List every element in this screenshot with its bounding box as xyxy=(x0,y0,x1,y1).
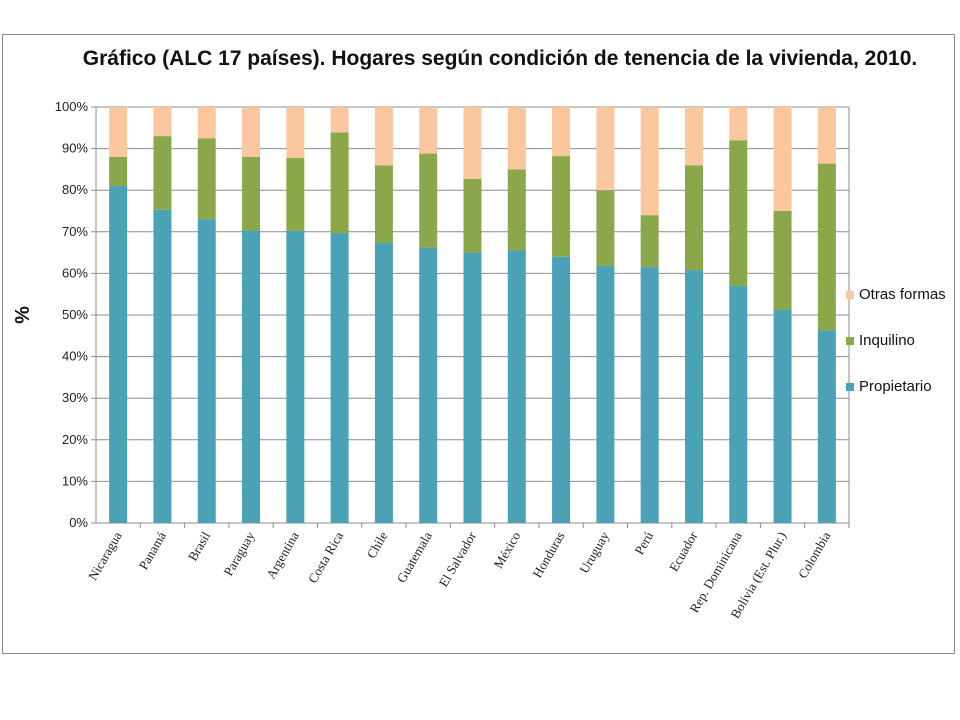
bar-otras-formas xyxy=(419,107,438,154)
bar-propietario xyxy=(684,270,703,523)
bar-propietario xyxy=(330,233,349,523)
bar-otras-formas xyxy=(552,107,571,157)
bar-inquilino xyxy=(374,165,393,244)
bar-propietario xyxy=(153,209,172,523)
bar-propietario xyxy=(374,243,393,524)
x-tick-label: Perú xyxy=(631,529,656,558)
bar-propietario xyxy=(463,252,482,523)
bar-otras-formas xyxy=(729,107,748,141)
x-tick-label: Ecuador xyxy=(666,528,701,574)
y-tick-label: 50% xyxy=(62,307,88,322)
bar-inquilino xyxy=(640,215,659,268)
x-tick-label: Panamá xyxy=(135,529,169,572)
bar-otras-formas xyxy=(817,107,836,164)
bar-propietario xyxy=(729,285,748,523)
bar-inquilino xyxy=(817,163,836,331)
bar-propietario xyxy=(817,330,836,523)
y-tick-label: 30% xyxy=(62,390,88,405)
x-tick-label: Guatemala xyxy=(394,529,435,585)
bar-inquilino xyxy=(330,132,349,234)
bar-propietario xyxy=(596,265,615,523)
bar-inquilino xyxy=(286,157,305,231)
y-tick-label: 20% xyxy=(62,432,88,447)
bar-propietario xyxy=(507,250,526,523)
x-tick-label: México xyxy=(491,529,524,571)
bar-inquilino xyxy=(242,156,261,231)
bar-inquilino xyxy=(684,165,703,271)
bar-otras-formas xyxy=(596,107,615,191)
y-tick-label: 40% xyxy=(62,349,88,364)
bar-otras-formas xyxy=(640,107,659,216)
bar-propietario xyxy=(242,230,261,523)
bar-inquilino xyxy=(596,190,615,266)
bar-propietario xyxy=(109,186,128,524)
bar-otras-formas xyxy=(242,107,261,157)
bar-propietario xyxy=(419,247,438,523)
bar-inquilino xyxy=(507,169,526,251)
bar-inquilino xyxy=(419,153,438,248)
legend-item: Inquilino xyxy=(846,332,954,349)
legend-swatch xyxy=(846,291,854,299)
y-tick-label: 60% xyxy=(62,265,88,280)
legend-swatch xyxy=(846,383,854,391)
y-tick-label: 10% xyxy=(62,473,88,488)
bar-propietario xyxy=(552,256,571,523)
legend-label: Inquilino xyxy=(859,332,915,349)
bar-otras-formas xyxy=(374,107,393,166)
bar-otras-formas xyxy=(109,107,128,157)
bar-propietario xyxy=(773,309,792,523)
x-tick-label: Brasil xyxy=(185,529,214,564)
y-tick-label: 100% xyxy=(55,99,89,114)
x-tick-label: Nicaragua xyxy=(85,529,125,583)
x-tick-label: Colombia xyxy=(795,529,834,581)
bar-inquilino xyxy=(773,211,792,310)
bar-inquilino xyxy=(463,178,482,253)
y-tick-label: 80% xyxy=(62,182,88,197)
bar-propietario xyxy=(286,230,305,523)
bar-inquilino xyxy=(109,156,128,187)
legend-swatch xyxy=(846,337,854,345)
bar-propietario xyxy=(197,219,216,523)
x-tick-label: El Salvador xyxy=(436,528,480,589)
chart-title: Gráfico (ALC 17 países). Hogares según c… xyxy=(82,47,918,70)
legend-item: Otras formas xyxy=(846,286,954,303)
y-tick-label: 90% xyxy=(62,141,88,156)
x-tick-label: Paraguay xyxy=(220,529,257,579)
bar-otras-formas xyxy=(330,107,349,133)
legend-label: Otras formas xyxy=(859,286,946,303)
bar-propietario xyxy=(640,267,659,523)
legend-label: Propietario xyxy=(859,378,932,395)
bar-inquilino xyxy=(552,156,571,257)
bar-otras-formas xyxy=(684,107,703,166)
bar-otras-formas xyxy=(197,107,216,139)
bar-inquilino xyxy=(729,140,748,286)
y-tick-label: 0% xyxy=(69,515,88,530)
x-tick-label: Honduras xyxy=(529,529,567,580)
legend-item: Propietario xyxy=(846,378,954,395)
bar-otras-formas xyxy=(153,107,172,137)
x-tick-label: Costa Rica xyxy=(305,529,346,586)
bar-inquilino xyxy=(197,138,216,220)
x-tick-label: Uruguay xyxy=(576,529,612,576)
bar-otras-formas xyxy=(286,107,305,158)
bar-otras-formas xyxy=(773,107,792,211)
x-tick-label: Argentina xyxy=(263,529,302,582)
bar-otras-formas xyxy=(507,107,526,170)
bar-otras-formas xyxy=(463,107,482,179)
bar-inquilino xyxy=(153,136,172,210)
y-tick-label: 70% xyxy=(62,224,88,239)
x-tick-label: Chile xyxy=(363,529,390,561)
